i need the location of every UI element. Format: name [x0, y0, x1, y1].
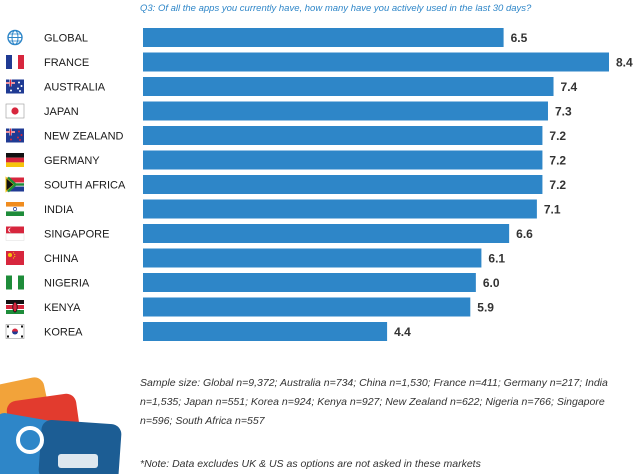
value-label-japan: 7.3 [555, 105, 572, 119]
germany-flag [6, 153, 24, 167]
singapore-flag [5, 226, 25, 241]
bar-global [143, 28, 504, 47]
bar-nigeria [143, 273, 476, 292]
category-label-new-zealand: NEW ZEALAND [44, 131, 124, 143]
value-label-nigeria: 6.0 [483, 276, 500, 290]
category-label-china: CHINA [44, 253, 79, 265]
category-label-korea: KOREA [44, 327, 83, 339]
question-title: Q3: Of all the apps you currently have, … [140, 3, 532, 14]
bar-south-africa [143, 175, 543, 194]
value-label-global: 6.5 [511, 31, 528, 45]
value-label-south-africa: 7.2 [549, 178, 566, 192]
category-label-nigeria: NIGERIA [44, 278, 90, 290]
bar-singapore [143, 224, 510, 243]
value-label-india: 7.1 [544, 203, 561, 217]
category-label-germany: GERMANY [44, 155, 100, 167]
bar-kenya [143, 297, 471, 317]
china-flag [6, 251, 24, 265]
value-label-france: 8.4 [616, 56, 633, 70]
category-label-japan: JAPAN [44, 106, 79, 118]
bar-germany [143, 150, 543, 170]
category-label-global: GLOBAL [44, 33, 88, 45]
bar-china [143, 248, 482, 268]
category-label-france: FRANCE [44, 57, 89, 69]
australia-flag [6, 79, 24, 94]
korea-flag [5, 324, 25, 339]
value-label-new-zealand: 7.2 [549, 129, 566, 143]
sample-size-note: Sample size: Global n=9,372; Australia n… [140, 377, 608, 427]
category-label-india: INDIA [44, 204, 74, 216]
india-flag [6, 202, 24, 216]
japan-flag [5, 103, 25, 119]
bar-australia [143, 77, 554, 96]
france-flag [6, 55, 24, 69]
app-icons-decoration [0, 377, 122, 474]
value-label-australia: 7.4 [561, 80, 578, 94]
category-label-singapore: SINGAPORE [44, 229, 109, 241]
bar-india [143, 199, 537, 219]
category-label-kenya: KENYA [44, 302, 81, 314]
globe-icon [7, 29, 23, 46]
value-label-germany: 7.2 [549, 154, 566, 168]
value-label-korea: 4.4 [394, 325, 411, 339]
new-zealand-flag [6, 128, 24, 143]
bar-korea [143, 322, 388, 341]
south-africa-flag [5, 176, 24, 193]
bar-new-zealand [143, 126, 543, 145]
value-label-kenya: 5.9 [477, 301, 494, 315]
bar-chart: GLOBAL 6.5 FRANCE 8.4 AUSTRALIA 7.4 JAPAN 7.3 NE… [5, 28, 633, 341]
value-label-singapore: 6.6 [516, 227, 533, 241]
footnote: *Note: Data excludes UK & US as options … [140, 458, 481, 470]
category-label-australia: AUSTRALIA [44, 82, 106, 94]
kenya-flag [6, 300, 24, 314]
category-label-south-africa: SOUTH AFRICA [44, 180, 126, 192]
bar-france [143, 52, 609, 72]
value-label-china: 6.1 [488, 252, 505, 266]
bar-japan [143, 101, 548, 121]
nigeria-flag [6, 275, 24, 290]
